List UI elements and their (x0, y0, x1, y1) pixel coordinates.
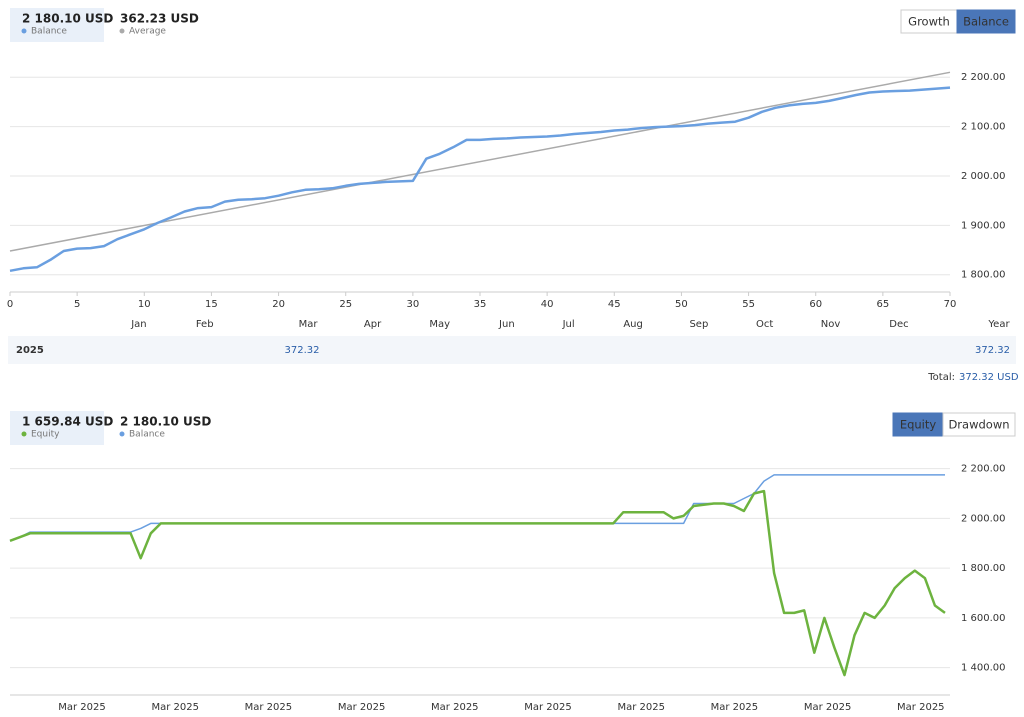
x-tick-label: Mar 2025 (524, 702, 572, 713)
x-tick-label: 60 (809, 299, 822, 310)
y-tick-label: 2 200.00 (961, 464, 1006, 475)
summary-value: 362.23 USD (120, 12, 199, 26)
legend-dot (119, 431, 125, 437)
toggle-button-label[interactable]: Balance (963, 15, 1009, 29)
x-tick-label: 40 (541, 299, 554, 310)
x-tick-label: Mar 2025 (338, 702, 386, 713)
y-tick-label: 2 100.00 (961, 122, 1006, 133)
summary-value: 2 180.10 USD (120, 415, 211, 429)
x-tick-label: 20 (272, 299, 285, 310)
y-tick-label: 2 000.00 (961, 171, 1006, 182)
y-tick-label: 1 800.00 (961, 563, 1006, 574)
summary-highlight (10, 8, 104, 42)
y-tick-label: 2 000.00 (961, 513, 1006, 524)
month-label: Feb (196, 319, 214, 330)
toggle-button-label[interactable]: Equity (900, 418, 937, 432)
x-tick-label: 10 (138, 299, 151, 310)
x-tick-label: 55 (742, 299, 755, 310)
y-tick-label: 1 800.00 (961, 270, 1006, 281)
legend-label: Balance (31, 27, 67, 37)
month-label: Mar (299, 319, 319, 330)
x-tick-label: Mar 2025 (897, 702, 945, 713)
x-tick-label: Mar 2025 (431, 702, 479, 713)
summary-value: 2 180.10 USD (22, 12, 113, 26)
x-tick-label: 15 (205, 299, 218, 310)
total-label: Total: (927, 372, 955, 383)
x-tick-label: 35 (474, 299, 487, 310)
series-line (9, 71, 951, 252)
series-line (9, 489, 946, 677)
x-tick-label: Mar 2025 (711, 702, 759, 713)
y-tick-label: 1 400.00 (961, 663, 1006, 674)
x-tick-label: Mar 2025 (151, 702, 199, 713)
toggle-button[interactable] (956, 9, 1016, 34)
series-line (9, 86, 951, 273)
month-label: Jan (130, 319, 146, 330)
table-cell: 372.32 (975, 345, 1010, 356)
y-tick-label: 1 600.00 (961, 613, 1006, 624)
month-label: Apr (364, 319, 382, 330)
table-row-bg (8, 336, 1016, 364)
summary-value: 1 659.84 USD (22, 415, 113, 429)
x-tick-label: 25 (339, 299, 352, 310)
legend-label: Average (129, 27, 166, 37)
month-label: Sep (689, 319, 708, 330)
x-tick-label: Mar 2025 (617, 702, 665, 713)
x-tick-label: 5 (74, 299, 80, 310)
summary-highlight (10, 411, 104, 445)
toggle-button[interactable] (942, 412, 1016, 437)
y-tick-label: 1 900.00 (961, 220, 1006, 231)
x-tick-label: 50 (675, 299, 688, 310)
legend-dot (21, 28, 27, 34)
month-label: May (429, 319, 450, 330)
month-label: Oct (756, 319, 773, 330)
series-line (9, 474, 945, 542)
x-tick-label: Mar 2025 (58, 702, 106, 713)
table-column-label: Year (987, 319, 1010, 330)
x-tick-label: 65 (876, 299, 889, 310)
x-tick-label: 0 (7, 299, 13, 310)
x-tick-label: Mar 2025 (245, 702, 293, 713)
month-label: Aug (623, 319, 643, 330)
total-value: 372.32 USD (959, 372, 1019, 383)
x-tick-label: 70 (944, 299, 957, 310)
legend-dot (119, 28, 125, 34)
toggle-button-label[interactable]: Growth (908, 15, 950, 29)
x-tick-label: Mar 2025 (804, 702, 852, 713)
month-label: Jun (498, 319, 515, 330)
y-tick-label: 2 200.00 (961, 72, 1006, 83)
legend-label: Balance (129, 430, 165, 440)
legend-dot (21, 431, 27, 437)
table-cell: 2025 (16, 345, 44, 356)
table-cell: 372.32 (285, 345, 320, 356)
toggle-button-label[interactable]: Drawdown (948, 418, 1009, 432)
x-tick-label: 30 (406, 299, 419, 310)
legend-label: Equity (31, 430, 60, 440)
month-label: Nov (821, 319, 841, 330)
month-label: Jul (562, 319, 575, 330)
month-label: Dec (889, 319, 908, 330)
x-tick-label: 45 (608, 299, 621, 310)
